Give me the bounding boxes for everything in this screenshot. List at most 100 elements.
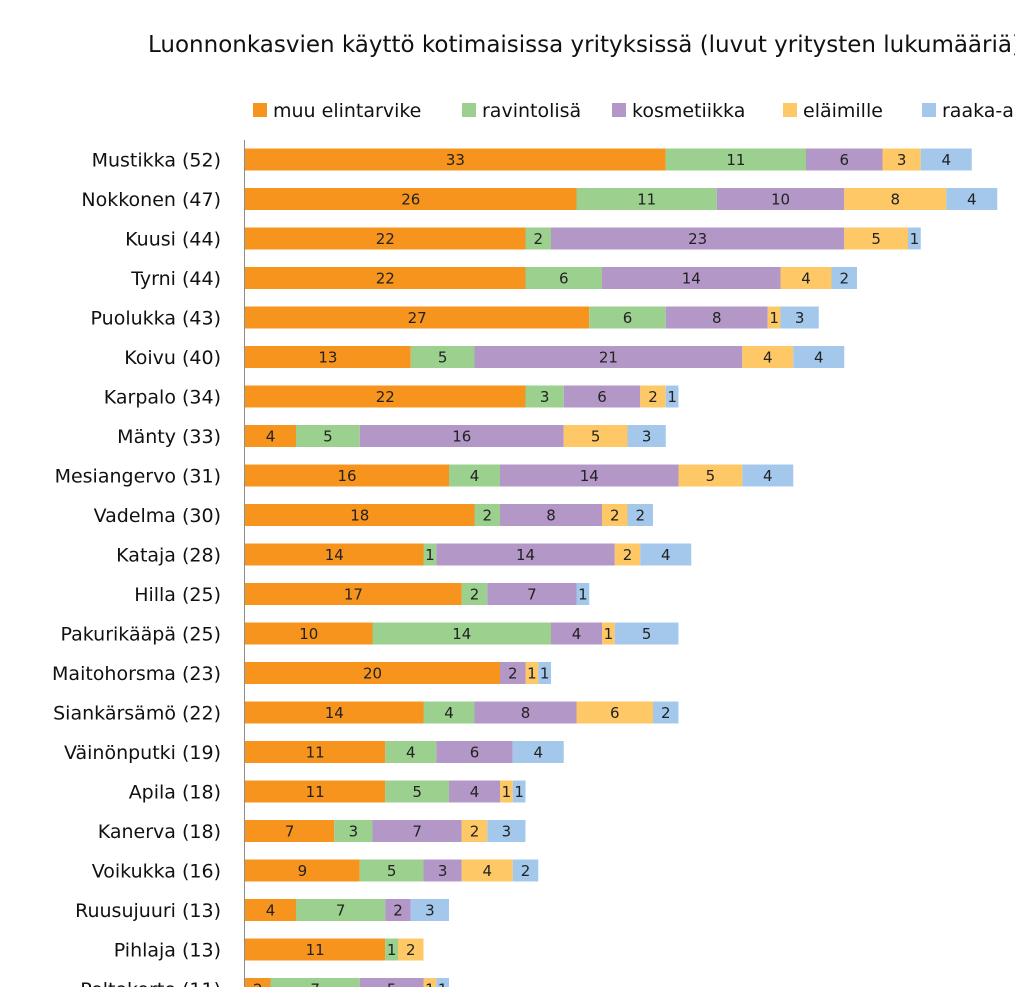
data-label-tyrni-44-raaka-aine: 2 (839, 270, 849, 288)
data-label-pihlaja-13-ravintolisa: 1 (387, 941, 397, 959)
bar-vadelma-30-raaka-aine (627, 504, 653, 526)
data-label-mustikka-52-raaka-aine: 4 (941, 151, 951, 169)
data-label-pakurikaapa-25-raaka-aine: 5 (642, 625, 652, 643)
bar-kataja-28-ravintolisa (423, 543, 437, 566)
category-label-manty-33: Mänty (33) (117, 426, 221, 448)
bar-kuusi-44-elaimille (844, 227, 908, 250)
bar-pakurikaapa-25-raaka-aine (614, 622, 679, 645)
bars: 33 11 6 3 426 11 10 8 422 2 23 5 122 6 14 4 227 6 8 1 313 5 21… (245, 148, 998, 987)
data-label-kanerva-18-kosmetiikka: 7 (412, 823, 422, 841)
data-label-manty-33-elaimille: 5 (591, 428, 601, 446)
data-label-tyrni-44-elaimille: 4 (801, 270, 811, 288)
bar-siankarsamo-22-ravintolisa (423, 701, 475, 724)
bar-karpalo-34-kosmetiikka (563, 385, 641, 408)
data-label-kataja-28-kosmetiikka: 14 (516, 546, 535, 564)
bar-voikukka-16-muu-elintarvike (245, 859, 360, 882)
bar-hilla-25-kosmetiikka (487, 583, 577, 605)
bar-tyrni-44-elaimille (780, 267, 832, 289)
bar-pihlaja-13-muu-elintarvike (245, 938, 386, 961)
data-label-karpalo-34-muu-elintarvike: 22 (376, 388, 395, 406)
bar-karpalo-34-ravintolisa (525, 385, 564, 408)
bar-hilla-25-muu-elintarvike (245, 583, 462, 605)
data-label-puolukka-43-ravintolisa: 6 (623, 309, 633, 327)
bar-koivu-40-ravintolisa (410, 346, 475, 368)
bar-maitohorsma-23-muu-elintarvike (245, 662, 500, 684)
data-label-peltokorte-11-raaka-aine: 1 (438, 981, 448, 987)
data-label-peltokorte-11-ravintolisa: 7 (310, 981, 320, 987)
bar-puolukka-43-kosmetiikka (665, 306, 768, 329)
data-label-ruusujuuri-13-ravintolisa: 7 (336, 902, 346, 920)
bar-tyrni-44-ravintolisa (525, 267, 602, 289)
data-label-siankarsamo-22-muu-elintarvike: 14 (325, 704, 344, 722)
data-label-puolukka-43-elaimille: 1 (769, 309, 779, 327)
data-label-apila-18-elaimille: 1 (502, 783, 512, 801)
bar-pakurikaapa-25-kosmetiikka (551, 622, 602, 645)
bar-manty-33-elaimille (563, 425, 628, 447)
bar-siankarsamo-22-muu-elintarvike (245, 701, 424, 724)
bar-mustikka-52-elaimille (882, 148, 921, 171)
bar-manty-33-raaka-aine (627, 425, 666, 447)
data-label-apila-18-raaka-aine: 1 (514, 783, 524, 801)
data-label-voikukka-16-kosmetiikka: 3 (438, 862, 448, 880)
data-label-voikukka-16-raaka-aine: 2 (521, 862, 531, 880)
bar-voikukka-16-elaimille (461, 859, 513, 882)
bar-mesiangervo-31-ravintolisa (449, 464, 500, 487)
bar-mustikka-52-kosmetiikka (806, 148, 883, 171)
bar-mesiangervo-31-muu-elintarvike (245, 464, 449, 487)
data-label-kuusi-44-muu-elintarvike: 22 (376, 230, 395, 248)
bar-nokkonen-47-muu-elintarvike (245, 188, 577, 210)
bar-vainonputki-19-kosmetiikka (436, 741, 513, 763)
legend-label-ravintolisa: ravintolisä (482, 100, 581, 122)
category-label-koivu-40: Koivu (40) (124, 347, 221, 369)
legend-swatch-ravintolisa (462, 103, 476, 117)
data-label-pihlaja-13-muu-elintarvike: 11 (306, 941, 325, 959)
bar-ruusujuuri-13-ravintolisa (296, 899, 386, 921)
data-label-siankarsamo-22-raaka-aine: 2 (661, 704, 671, 722)
bar-mustikka-52-ravintolisa (665, 148, 806, 171)
legend-swatch-elaimille (783, 103, 797, 117)
data-label-vadelma-30-raaka-aine: 2 (635, 507, 645, 525)
data-label-manty-33-muu-elintarvike: 4 (266, 428, 276, 446)
bar-kanerva-18-muu-elintarvike (245, 820, 335, 842)
bar-kataja-28-kosmetiikka (436, 543, 615, 566)
bar-vadelma-30-kosmetiikka (500, 504, 602, 526)
data-label-pihlaja-13-elaimille: 2 (406, 941, 416, 959)
data-label-hilla-25-raaka-aine: 1 (578, 586, 588, 604)
bar-apila-18-ravintolisa (385, 780, 449, 803)
data-label-kataja-28-raaka-aine: 4 (661, 546, 671, 564)
bar-kataja-28-raaka-aine (640, 543, 692, 566)
data-label-pakurikaapa-25-muu-elintarvike: 10 (299, 625, 318, 643)
data-label-peltokorte-11-kosmetiikka: 5 (387, 981, 397, 987)
category-label-hilla-25: Hilla (25) (134, 584, 221, 606)
legend-label-muu-elintarvike: muu elintarvike (273, 100, 421, 122)
bar-voikukka-16-raaka-aine (512, 859, 539, 882)
data-label-pakurikaapa-25-ravintolisa: 14 (452, 625, 471, 643)
data-label-maitohorsma-23-muu-elintarvike: 20 (363, 665, 382, 683)
category-label-peltokorte-11: Peltokorte (11) (80, 979, 221, 987)
bar-puolukka-43-raaka-aine (780, 306, 819, 329)
data-label-karpalo-34-kosmetiikka: 6 (597, 388, 607, 406)
data-label-ruusujuuri-13-muu-elintarvike: 4 (266, 902, 276, 920)
data-label-mustikka-52-muu-elintarvike: 33 (446, 151, 465, 169)
bar-maitohorsma-23-elaimille (525, 662, 539, 684)
bar-voikukka-16-kosmetiikka (423, 859, 462, 882)
data-label-peltokorte-11-elaimille: 1 (425, 981, 435, 987)
legend-label-raaka-aine: raaka-aine (942, 100, 1015, 122)
category-label-nokkonen-47: Nokkonen (47) (81, 189, 221, 211)
bar-mustikka-52-raaka-aine (920, 148, 972, 171)
data-label-voikukka-16-ravintolisa: 5 (387, 862, 397, 880)
bar-tyrni-44-raaka-aine (831, 267, 857, 289)
data-label-koivu-40-ravintolisa: 5 (438, 349, 448, 367)
category-label-mesiangervo-31: Mesiangervo (31) (55, 466, 221, 488)
bar-kuusi-44-muu-elintarvike (245, 227, 526, 250)
bar-pakurikaapa-25-ravintolisa (372, 622, 551, 645)
data-label-mesiangervo-31-elaimille: 5 (706, 467, 716, 485)
category-label-kataja-28: Kataja (28) (116, 545, 221, 567)
bar-karpalo-34-raaka-aine (665, 385, 679, 408)
bar-peltokorte-11-kosmetiikka (359, 978, 424, 987)
data-label-tyrni-44-muu-elintarvike: 22 (376, 270, 395, 288)
data-label-kanerva-18-ravintolisa: 3 (349, 823, 359, 841)
data-label-vainonputki-19-raaka-aine: 4 (533, 744, 543, 762)
data-label-nokkonen-47-kosmetiikka: 10 (771, 191, 790, 209)
